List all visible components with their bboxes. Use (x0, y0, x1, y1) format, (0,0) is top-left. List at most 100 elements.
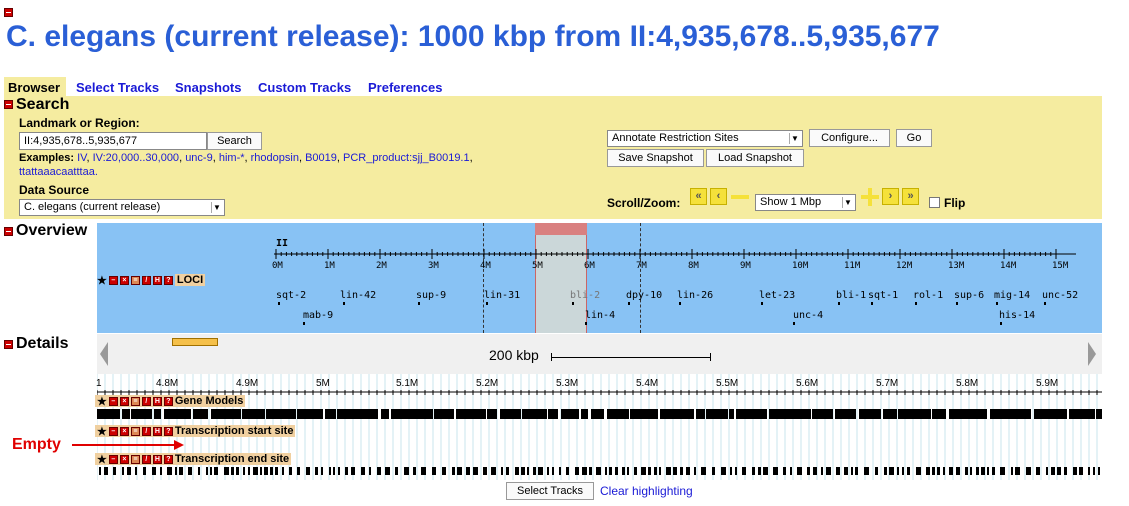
zoom-in-icon[interactable] (861, 188, 879, 206)
collapse-track-icon[interactable]: – (108, 396, 118, 406)
pan-left-icon[interactable] (100, 342, 108, 366)
example-link[interactable]: IV:20,000..30,000 (92, 152, 180, 164)
gene-label[interactable]: sup-6 (954, 290, 985, 301)
go-button[interactable]: Go (896, 129, 932, 147)
collapse-details-icon[interactable] (4, 340, 13, 349)
scroll-left-icon[interactable]: ‹ (710, 188, 727, 205)
details-tick-label: 5.4M (636, 378, 659, 389)
search-button[interactable]: Search (207, 132, 262, 150)
star-icon[interactable]: ★ (97, 453, 107, 466)
star-icon[interactable]: ★ (97, 274, 107, 287)
overview-tick-label: 14M (1000, 261, 1017, 271)
example-link[interactable]: him-* (218, 152, 245, 164)
save-snapshot-button[interactable]: Save Snapshot (607, 149, 704, 167)
gene-label[interactable]: bli-1 (836, 290, 867, 301)
help-track-icon[interactable]: ? (163, 396, 173, 406)
gene-mark (679, 302, 681, 305)
details-tick-label: 5.5M (716, 378, 739, 389)
gene-mark (486, 302, 488, 305)
gene-label[interactable]: lin-31 (484, 290, 521, 301)
tab-select-tracks[interactable]: Select Tracks (76, 80, 160, 95)
gene-mark (303, 322, 305, 325)
collapse-track-icon[interactable]: – (108, 426, 118, 436)
overview-tick-label: 13M (948, 261, 965, 271)
star-icon[interactable]: ★ (97, 395, 107, 408)
share-track-icon[interactable]: ≡ (130, 396, 140, 406)
resize-track-icon[interactable]: H (152, 396, 162, 406)
tab-custom-tracks[interactable]: Custom Tracks (258, 80, 352, 95)
track-label: Transcription end site (174, 453, 290, 465)
example-link[interactable]: unc-9 (185, 152, 213, 164)
edit-track-icon[interactable]: / (141, 426, 151, 436)
details-tick-label: 5.2M (476, 378, 499, 389)
gene-label[interactable]: sqt-2 (276, 290, 307, 301)
gene-label[interactable]: lin-4 (585, 310, 616, 321)
select-tracks-button[interactable]: Select Tracks (506, 482, 594, 500)
pan-right-icon[interactable] (1088, 342, 1096, 366)
region-marker[interactable] (172, 338, 218, 346)
collapse-track-icon[interactable]: – (108, 275, 118, 285)
overview-dashed-line (483, 223, 484, 333)
help-track-icon[interactable]: ? (163, 454, 173, 464)
star-icon[interactable]: ★ (97, 425, 107, 438)
share-track-icon[interactable]: ≡ (130, 454, 140, 464)
data-source-select[interactable]: C. elegans (current release) ▼ (19, 199, 225, 216)
gene-label[interactable]: rol-1 (913, 290, 944, 301)
collapse-icon[interactable] (4, 8, 13, 17)
edit-track-icon[interactable]: / (141, 454, 151, 464)
gene-label[interactable]: mig-14 (994, 290, 1031, 301)
flip-checkbox[interactable] (929, 197, 940, 208)
help-track-icon[interactable]: ? (163, 426, 173, 436)
edit-track-icon[interactable]: / (141, 275, 151, 285)
resize-track-icon[interactable]: H (152, 426, 162, 436)
zoom-select[interactable]: Show 1 Mbp ▼ (755, 194, 856, 211)
clear-highlighting-link[interactable]: Clear highlighting (600, 484, 693, 498)
chromosome-label: II (276, 238, 289, 249)
gene-label[interactable]: sqt-1 (868, 290, 899, 301)
landmark-input[interactable]: II:4,935,678..5,935,677 (19, 132, 207, 150)
close-track-icon[interactable]: × (119, 275, 129, 285)
gene-label[interactable]: bli-2 (570, 290, 601, 301)
gene-mark (956, 302, 958, 305)
gene-label[interactable]: lin-42 (340, 290, 377, 301)
resize-track-icon[interactable]: H (152, 275, 162, 285)
example-link[interactable]: ttattaaacaatttaa. (19, 166, 98, 178)
gene-label[interactable]: unc-52 (1042, 290, 1079, 301)
scroll-right-far-icon[interactable]: » (902, 188, 919, 205)
collapse-search-icon[interactable] (4, 100, 13, 109)
collapse-overview-icon[interactable] (4, 227, 13, 236)
gene-label[interactable]: let-23 (759, 290, 796, 301)
close-track-icon[interactable]: × (119, 454, 129, 464)
annotate-select[interactable]: Annotate Restriction Sites ▼ (607, 130, 803, 147)
gene-label[interactable]: sup-9 (416, 290, 447, 301)
tab-browser[interactable]: Browser (8, 80, 61, 95)
zoom-out-icon[interactable] (731, 188, 749, 205)
gene-label[interactable]: dpy-10 (626, 290, 663, 301)
close-track-icon[interactable]: × (119, 426, 129, 436)
gene-label[interactable]: his-14 (999, 310, 1036, 321)
example-link[interactable]: IV (77, 152, 87, 164)
gene-label[interactable]: unc-4 (793, 310, 824, 321)
tab-browser-bg (4, 77, 66, 97)
share-track-icon[interactable]: ≡ (130, 426, 140, 436)
close-track-icon[interactable]: × (119, 396, 129, 406)
gene-models-track[interactable] (97, 409, 1102, 419)
gene-label[interactable]: lin-26 (677, 290, 714, 301)
configure-button[interactable]: Configure... (809, 129, 890, 147)
resize-track-icon[interactable]: H (152, 454, 162, 464)
gene-label[interactable]: mab-9 (303, 310, 334, 321)
overview-tick-label: 5M (532, 261, 543, 271)
example-link[interactable]: rhodopsin (250, 152, 299, 164)
scroll-left-far-icon[interactable]: « (690, 188, 707, 205)
tab-snapshots[interactable]: Snapshots (175, 80, 242, 95)
scroll-right-icon[interactable]: › (882, 188, 899, 205)
tab-preferences[interactable]: Preferences (368, 80, 443, 95)
example-link[interactable]: B0019 (305, 152, 337, 164)
share-track-icon[interactable]: ≡ (130, 275, 140, 285)
edit-track-icon[interactable]: / (141, 396, 151, 406)
tes-track[interactable] (97, 467, 1102, 475)
example-link[interactable]: PCR_product:sjj_B0019.1 (343, 152, 470, 164)
collapse-track-icon[interactable]: – (108, 454, 118, 464)
help-track-icon[interactable]: ? (163, 275, 173, 285)
load-snapshot-button[interactable]: Load Snapshot (706, 149, 804, 167)
